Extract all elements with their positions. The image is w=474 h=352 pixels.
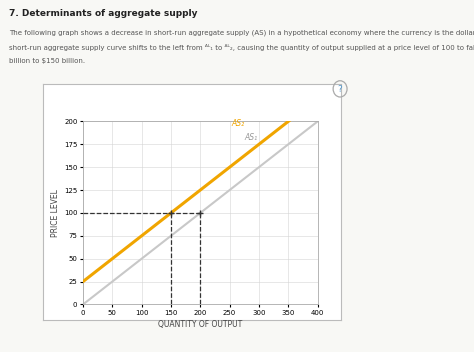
Text: ?: ? (337, 85, 343, 94)
Text: billion to $150 billion.: billion to $150 billion. (9, 58, 86, 64)
Text: 7. Determinants of aggregate supply: 7. Determinants of aggregate supply (9, 9, 198, 18)
Text: short-run aggregate supply curve shifts to the left from ᴬᴸ₁ to ᴬᴸ₂, causing the: short-run aggregate supply curve shifts … (9, 44, 474, 51)
Y-axis label: PRICE LEVEL: PRICE LEVEL (51, 189, 60, 237)
Text: The following graph shows a decrease in short-run aggregate supply (AS) in a hyp: The following graph shows a decrease in … (9, 30, 474, 36)
Text: AS₁: AS₁ (244, 133, 257, 142)
Text: AS₂: AS₂ (231, 119, 245, 128)
X-axis label: QUANTITY OF OUTPUT: QUANTITY OF OUTPUT (158, 320, 242, 329)
